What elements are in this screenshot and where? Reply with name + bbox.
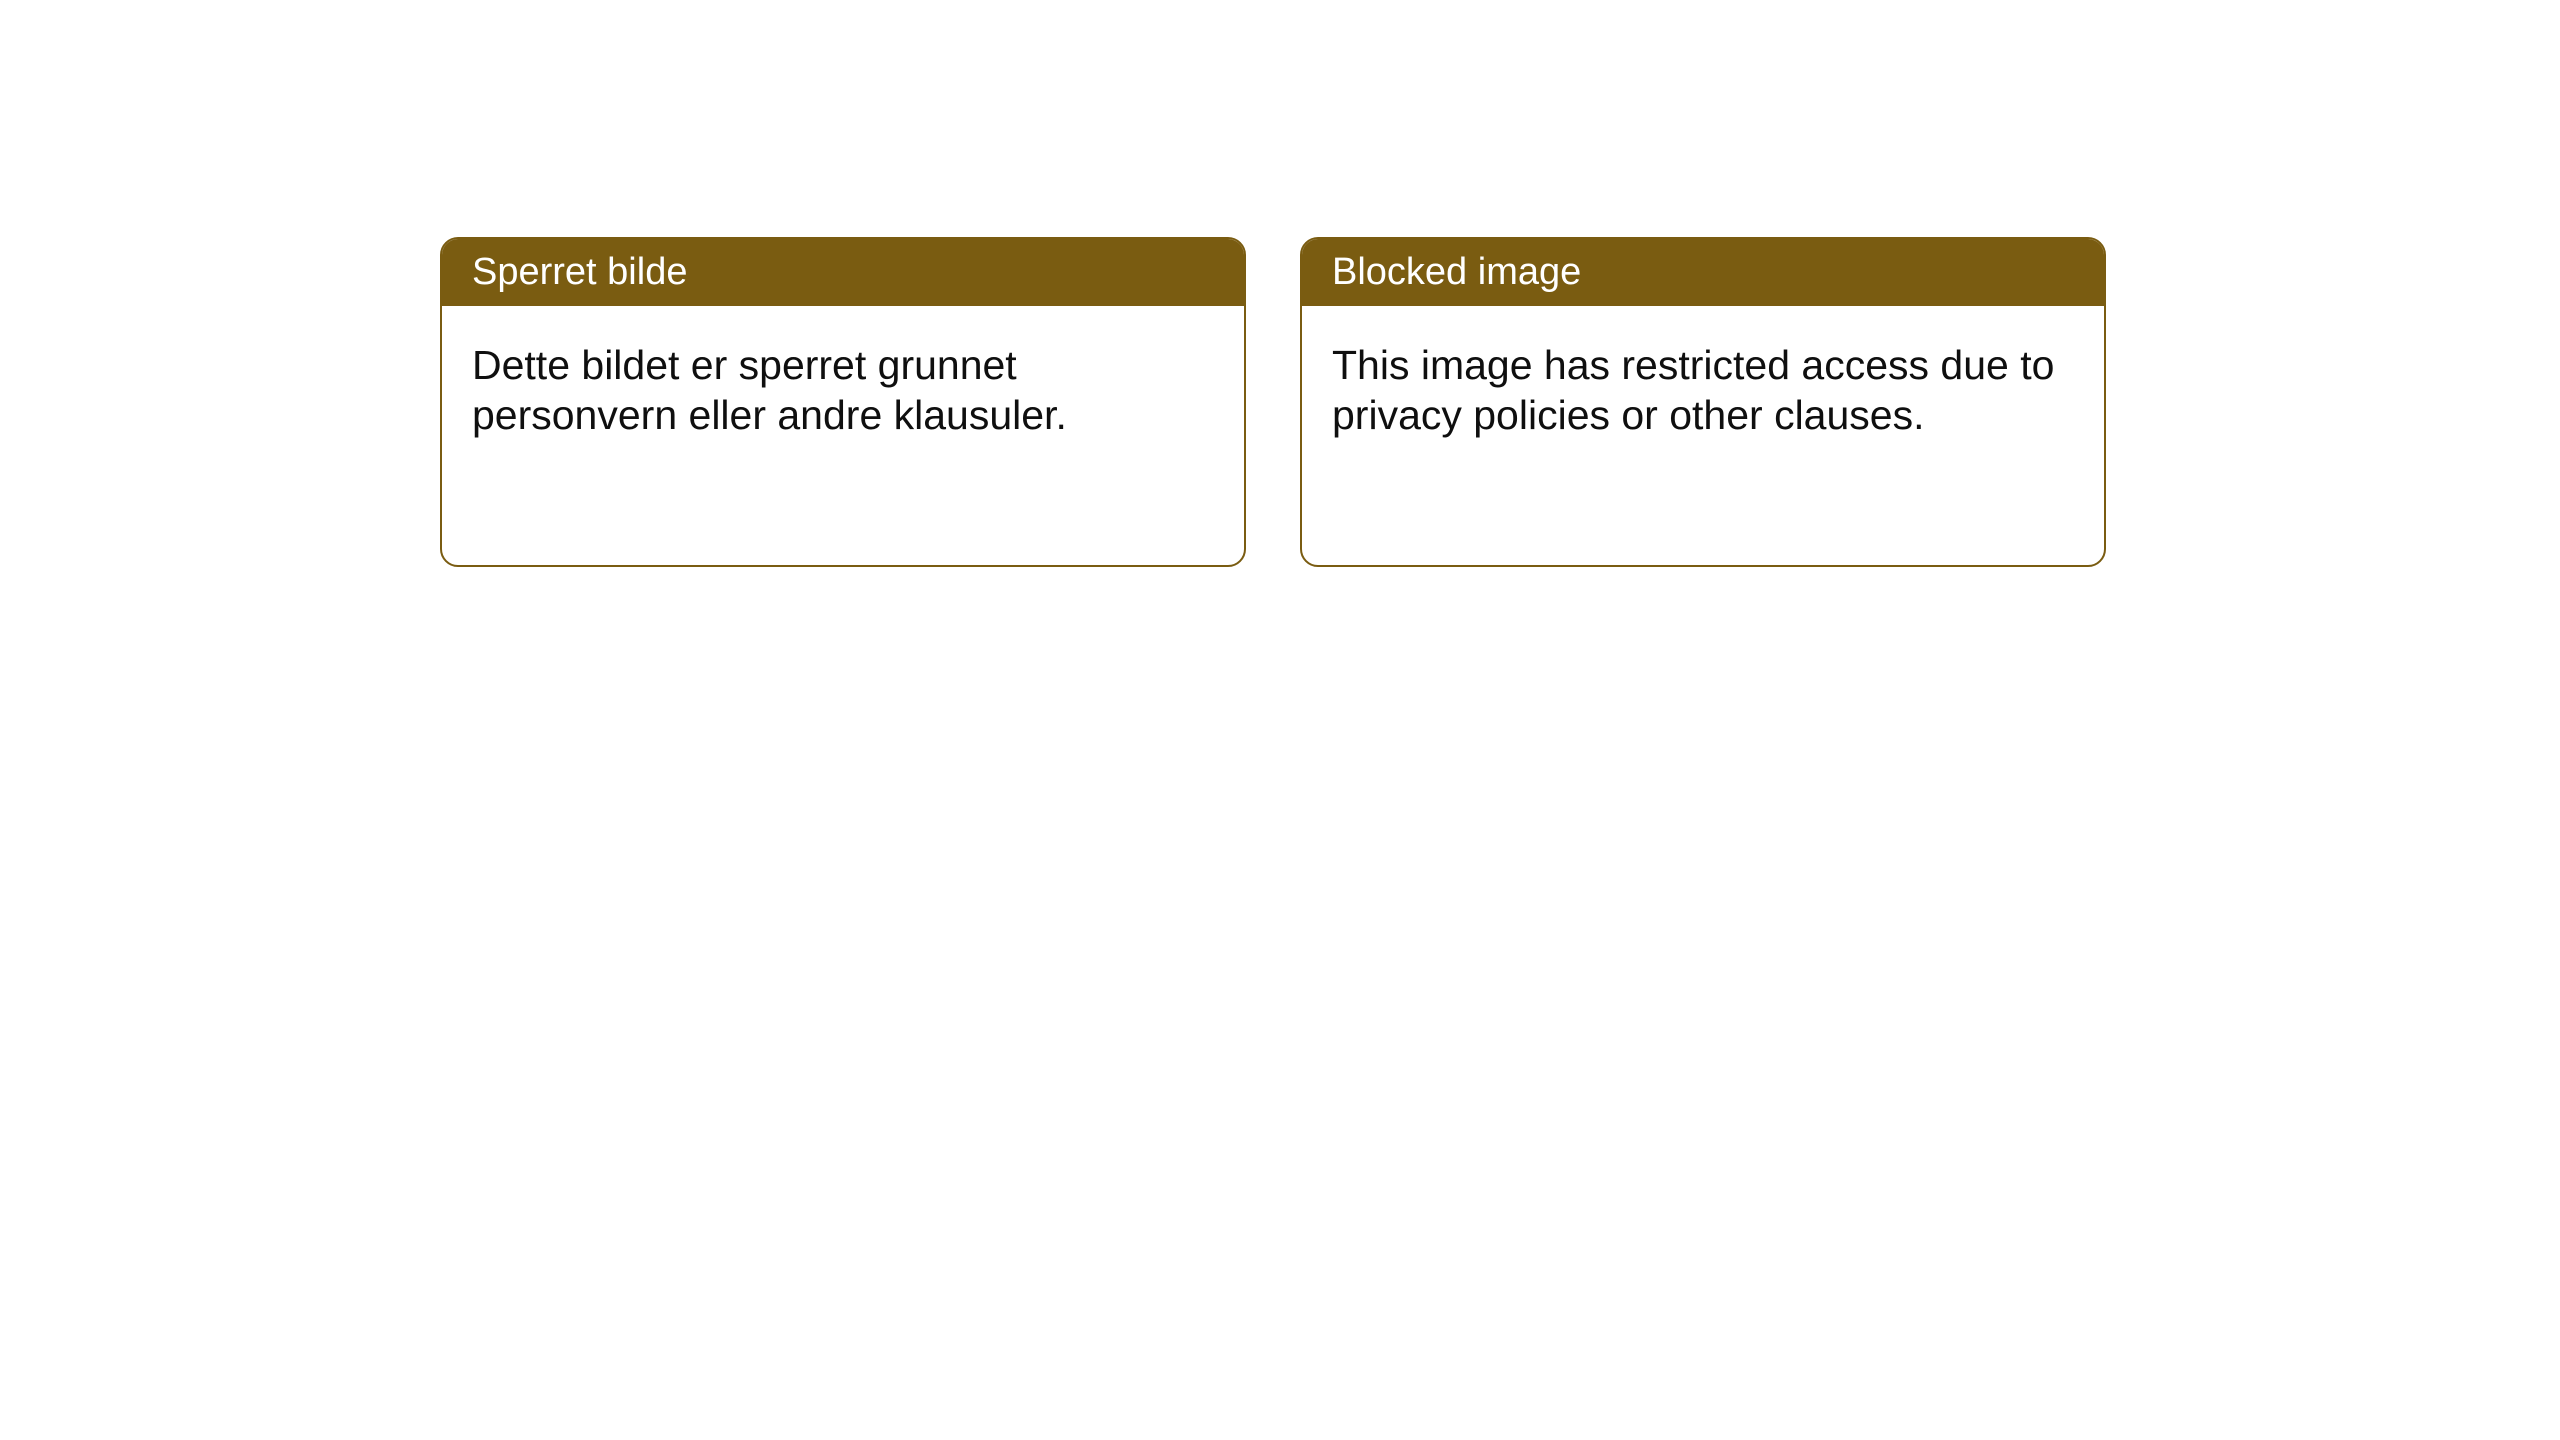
notice-container: Sperret bilde Dette bildet er sperret gr… (0, 0, 2560, 567)
card-body-text: Dette bildet er sperret grunnet personve… (442, 306, 1244, 474)
card-body-text: This image has restricted access due to … (1302, 306, 2104, 474)
blocked-image-card-en: Blocked image This image has restricted … (1300, 237, 2106, 567)
card-title: Sperret bilde (442, 239, 1244, 306)
blocked-image-card-no: Sperret bilde Dette bildet er sperret gr… (440, 237, 1246, 567)
card-title: Blocked image (1302, 239, 2104, 306)
